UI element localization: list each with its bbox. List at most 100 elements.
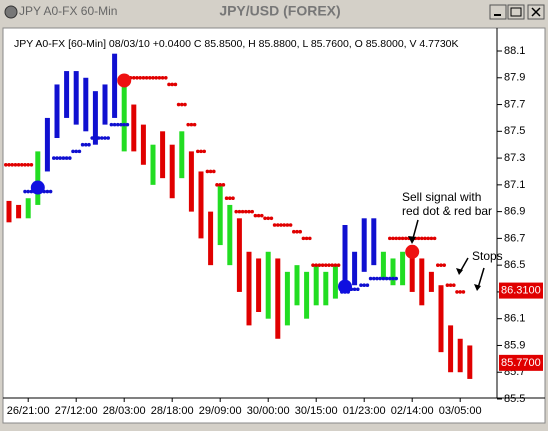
stop-dot [375,276,379,281]
y-tick-label: 86.5 [504,259,525,271]
stop-dot [52,156,56,160]
arrow-head [456,268,463,275]
price-bar [371,218,377,266]
stop-dot [151,75,155,80]
price-bar [419,258,425,306]
price-bar [236,218,242,292]
stop-dot [445,283,450,288]
stop-dot [23,189,27,194]
stop-dot [397,236,402,241]
stop-dot [186,122,190,127]
stop-dot [141,75,146,80]
x-tick-label: 01/23:00 [343,405,386,417]
y-tick-label: 86.7 [504,232,525,244]
window-buttons [489,4,545,20]
price-bar [198,171,204,239]
x-tick-label: 27/12:00 [55,405,98,417]
stop-dot [16,162,21,167]
price-bar [179,131,185,179]
chart-title: JPY/USD (FOREX) [219,3,340,19]
x-tick-label: 02/14:00 [391,405,434,417]
signal-dot [405,244,420,259]
stop-dot [7,162,11,167]
chart-info: JPY A0-FX [60-Min] 08/03/10 +0.0400 C 85… [14,38,459,50]
stop-dot [436,263,440,267]
stop-dot [96,136,101,140]
stop-dot [448,283,453,288]
price-bar [409,245,415,292]
stop-dot [362,283,367,288]
stop-dot [423,236,427,241]
stop-dot [276,223,280,227]
stop-dot [64,156,69,160]
price-bar [265,251,271,319]
y-tick-label: 87.9 [504,72,525,84]
stop-dot [420,236,424,241]
x-tick-label: 30/00:00 [247,405,290,417]
stop-dot [93,136,98,140]
stop-dot [189,122,194,127]
stop-dot [218,183,222,187]
stop-dot [244,209,248,214]
price-bar [169,144,175,199]
stop-dot [455,290,459,294]
stop-dot [394,276,399,281]
stop-dot [250,209,254,214]
annotation: Stops [472,249,503,263]
stop-dot [269,216,274,221]
stop-dot [215,183,219,187]
price-bar [73,71,79,125]
stop-dot [400,236,405,241]
y-tick-label: 87.3 [504,152,525,164]
stop-dot [61,156,66,160]
price-bar [227,204,233,266]
stop-dot [317,263,322,267]
stop-dot [378,276,383,281]
stop-dot [74,149,78,154]
price-bar [44,117,50,172]
stop-dot [116,122,120,127]
stop-dot [199,149,203,154]
maximize-button[interactable] [507,4,525,20]
stop-dot [301,236,306,241]
minimize-button[interactable] [489,4,507,20]
stop-dot [288,223,293,227]
stop-dot [352,287,357,292]
x-tick-label: 03/05:00 [439,405,482,417]
annotation: Sell signal with [402,190,481,204]
price-bar [208,211,214,266]
y-tick-label: 85.5 [504,393,525,405]
stop-dot [29,162,34,167]
stop-dot [112,122,117,127]
price-bar [438,285,444,353]
stop-dot [84,142,88,147]
price-bar [160,131,166,179]
stop-dot [205,169,210,174]
price-bar [217,184,223,246]
price-bar [121,84,127,152]
stop-dot [359,283,363,288]
y-tick-label: 88.1 [504,45,525,57]
price-tag-label: 86.3100 [501,284,541,296]
stop-dot [394,236,399,241]
price-bar [323,271,329,306]
price-tag [499,282,543,299]
icon [510,7,522,17]
arrow-head [408,236,416,244]
stop-dot [119,122,123,127]
title-bar [2,2,546,24]
stop-dot [368,276,373,281]
signal-dot [338,279,352,294]
stop-dot [180,102,184,107]
window-caption: JPY A0-FX 60-Min [19,4,117,18]
stop-dot [157,75,162,80]
annotation: red dot & red bar [402,204,492,218]
stop-dot [426,236,431,241]
stop-dot [404,236,408,241]
stop-dot [170,82,174,87]
price-bar [313,265,319,306]
price-bar [275,258,281,339]
stop-dot [224,196,229,201]
stop-dot [135,75,139,80]
price-bar [102,84,108,125]
